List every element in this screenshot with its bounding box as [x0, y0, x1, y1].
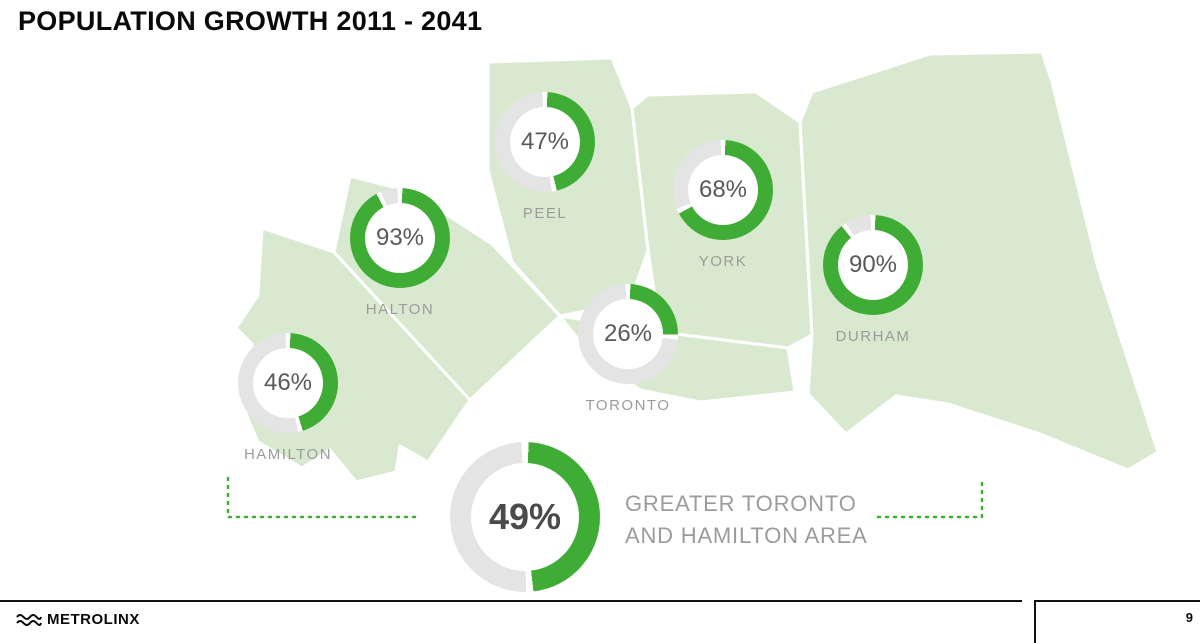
gtha-label: GREATER TORONTO AND HAMILTON AREA	[625, 488, 868, 552]
donut-hole	[510, 107, 580, 177]
gtha-label-line2: AND HAMILTON AREA	[625, 523, 868, 548]
donut-halton: 93% HALTON	[320, 188, 480, 318]
donut-peel: 47% PEEL	[465, 92, 625, 222]
donut-york: 68% YORK	[643, 140, 803, 270]
region-label-durham: DURHAM	[835, 328, 911, 345]
donut-value: 68%	[698, 176, 748, 203]
donut-value: 93%	[375, 224, 425, 251]
metrolinx-wave-icon	[16, 614, 42, 626]
footer-divider-left	[0, 600, 1022, 602]
donut-ring: 47%	[495, 92, 595, 192]
donut-hole	[688, 155, 758, 225]
footer-vertical-divider	[1034, 600, 1036, 643]
region-label-halton: HALTON	[365, 301, 435, 318]
donut-hamilton: 46% HAMILTON	[208, 333, 368, 463]
donut-ring: 90%	[823, 215, 923, 315]
donut-hole	[253, 348, 323, 418]
donut-ring: 26%	[578, 284, 678, 384]
donut-ring: 49%	[450, 442, 600, 592]
metrolinx-logo-text: METROLINX	[47, 611, 140, 628]
donut-value: 26%	[603, 320, 653, 347]
donut-hole	[838, 230, 908, 300]
region-label-york: YORK	[698, 253, 748, 270]
dotted-connector-left	[226, 476, 420, 519]
donut-value: 47%	[520, 128, 570, 155]
donut-ring: 68%	[673, 140, 773, 240]
donut-ring: 93%	[350, 188, 450, 288]
donut-toronto: 26% TORONTO	[548, 284, 708, 414]
page-number: 9	[1185, 610, 1193, 625]
region-label-toronto: TORONTO	[585, 397, 671, 414]
donut-value: 46%	[263, 369, 313, 396]
page-title: POPULATION GROWTH 2011 - 2041	[18, 6, 483, 36]
region-label-hamilton: HAMILTON	[243, 446, 333, 463]
donut-hole	[365, 203, 435, 273]
donut-durham: 90% DURHAM	[793, 215, 953, 345]
footer-divider-right	[1034, 600, 1200, 602]
donut-value: 49%	[488, 496, 562, 537]
dotted-connector-right	[876, 476, 984, 519]
donut-hole	[471, 463, 579, 571]
donut-hole	[593, 299, 663, 369]
metrolinx-logo: METROLINX	[16, 611, 140, 628]
region-label-peel: PEEL	[522, 205, 568, 222]
gtha-label-line1: GREATER TORONTO	[625, 491, 857, 516]
donut-value: 90%	[848, 251, 898, 278]
donut-ring: 46%	[238, 333, 338, 433]
donut-gtha: 49%	[450, 442, 600, 592]
map-region-durham	[798, 50, 1160, 472]
